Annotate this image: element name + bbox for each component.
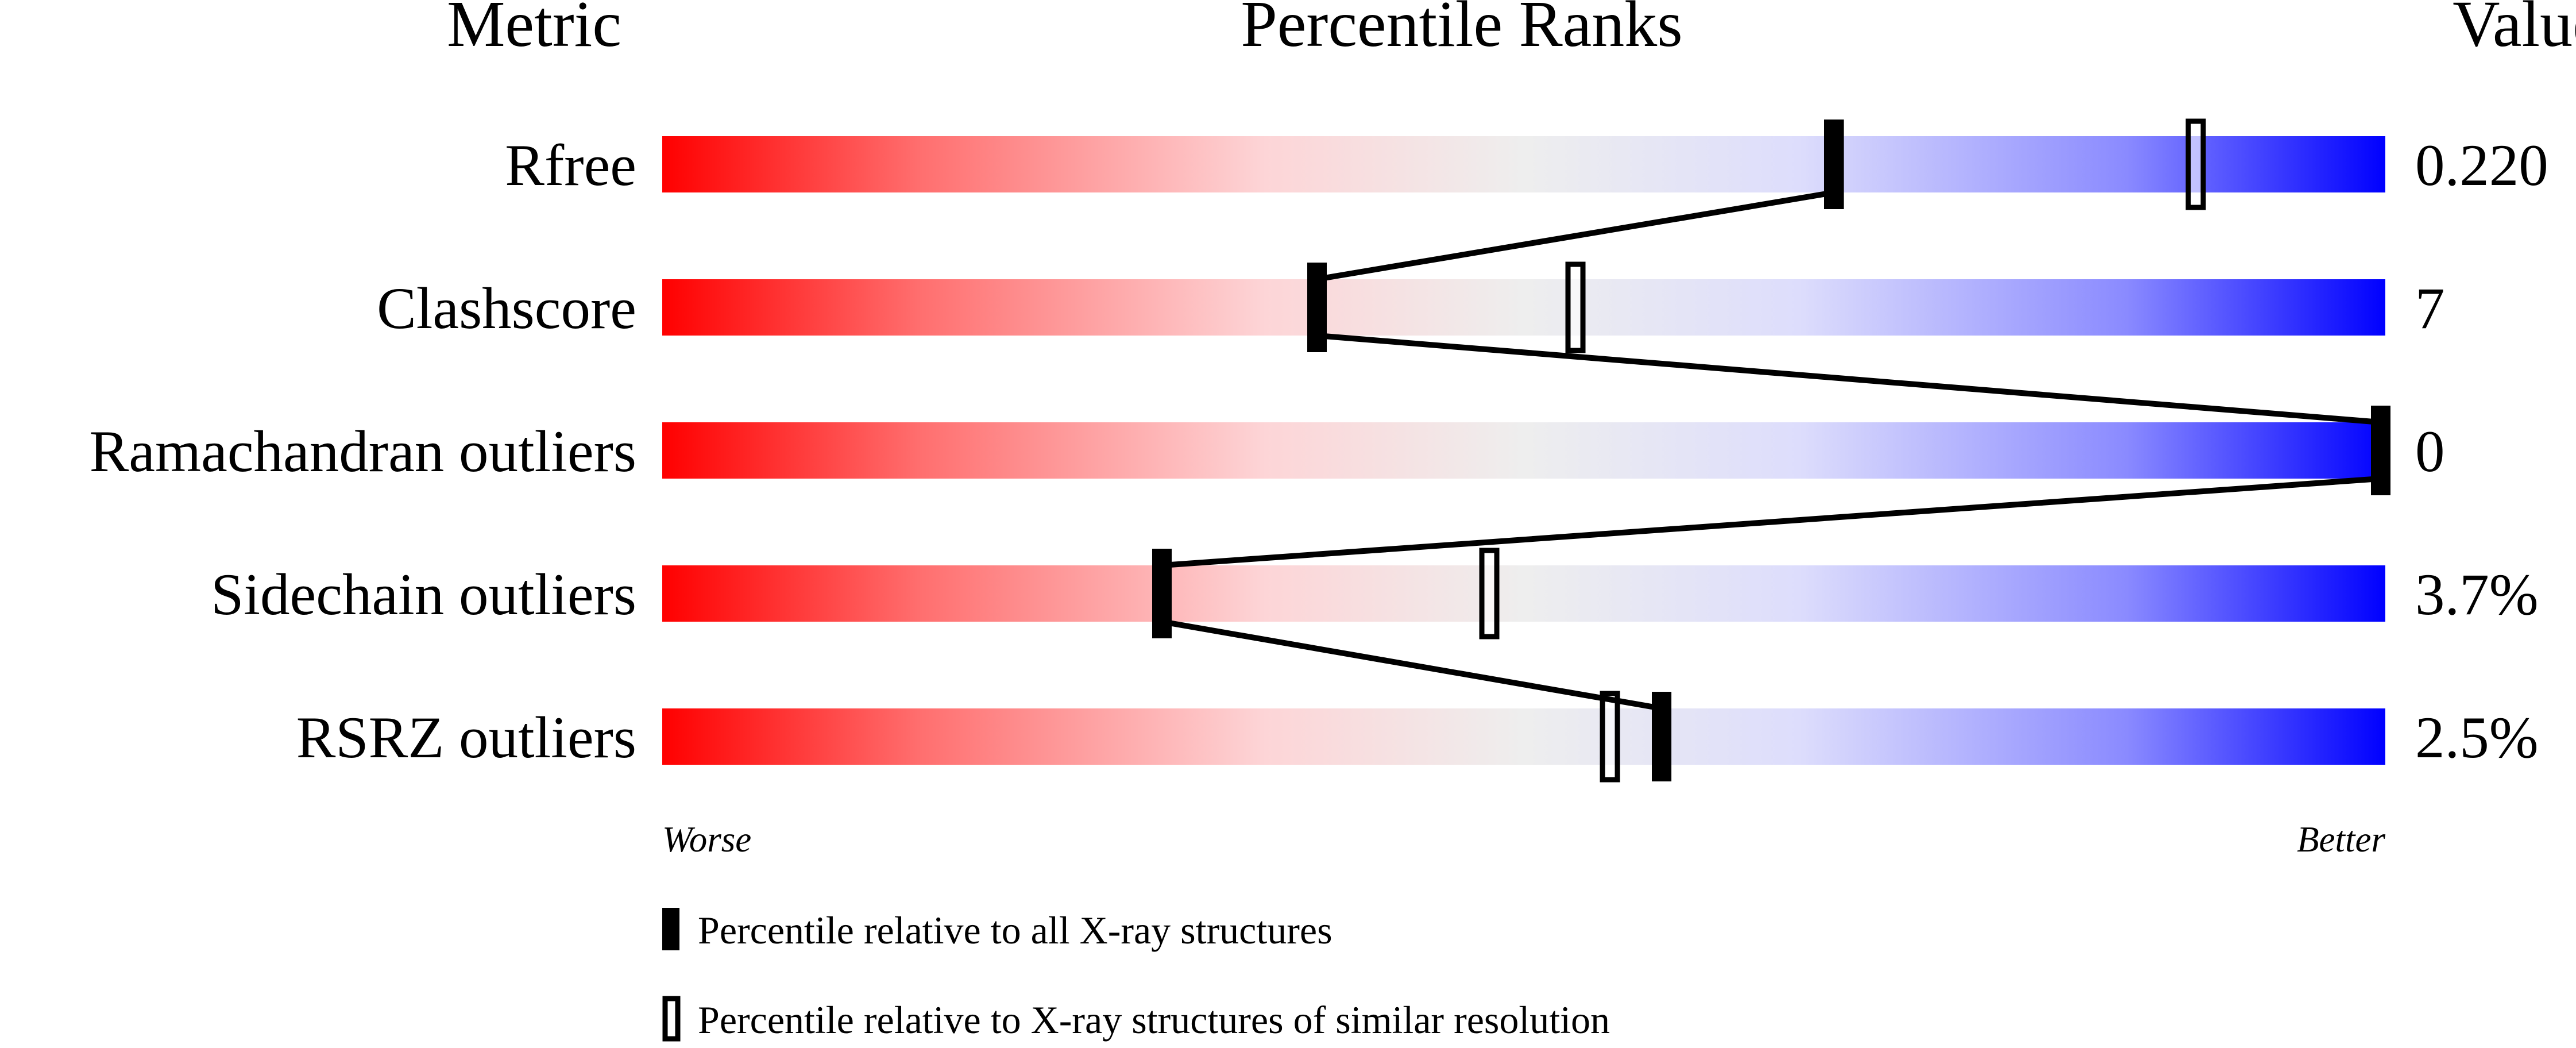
legend-filled-marker (662, 908, 679, 950)
percentile-bar (662, 422, 2385, 479)
metric-value: 3.7% (2415, 562, 2539, 627)
legend-open-marker (662, 996, 681, 1042)
metric-label: Rfree (505, 133, 636, 198)
metric-value: 2.5% (2415, 705, 2539, 770)
metric-value: 0 (2415, 419, 2445, 484)
metric-value: 7 (2415, 276, 2445, 341)
connector-line (1316, 190, 1835, 282)
metric-label: Ramachandran outliers (90, 419, 636, 484)
header-value: Value (2453, 0, 2576, 60)
connector-line (1316, 333, 2381, 425)
metric-label: RSRZ outliers (296, 705, 636, 770)
percentile-bar (662, 708, 2385, 765)
percentile-similar-marker (1565, 261, 1586, 353)
metric-label: Clashscore (377, 276, 636, 341)
percentile-similar-marker (1479, 548, 1500, 639)
percentile-bar (662, 136, 2385, 192)
percentile-bar (662, 565, 2385, 622)
percentile-bar (662, 279, 2385, 336)
scale-label-better: Better (2297, 819, 2385, 860)
connector-line (1161, 476, 2381, 568)
legend-label-similar: Percentile relative to X-ray structures … (698, 998, 1610, 1042)
legend: Percentile relative to all X-ray structu… (662, 908, 1610, 1042)
connector-line (1161, 619, 1662, 711)
percentile-similar-marker (1600, 691, 1620, 783)
scale-label-worse: Worse (662, 819, 751, 860)
metric-value: 0.220 (2415, 133, 2548, 198)
header-metric: Metric (447, 0, 621, 60)
percentile-similar-marker (2185, 118, 2206, 210)
metric-label: Sidechain outliers (211, 562, 636, 627)
legend-label-all: Percentile relative to all X-ray structu… (698, 908, 1333, 952)
header-percentile-ranks: Percentile Ranks (1241, 0, 1682, 60)
